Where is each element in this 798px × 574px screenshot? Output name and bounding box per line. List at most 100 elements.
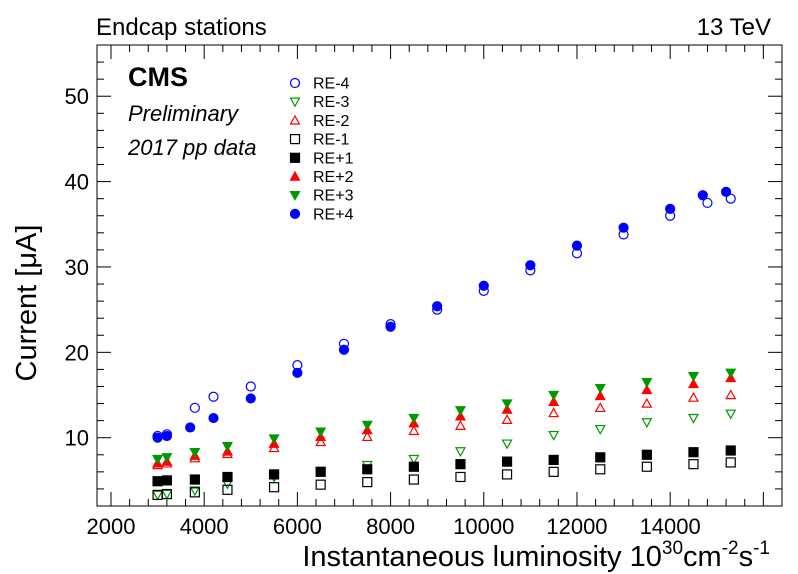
legend-marker xyxy=(289,97,301,108)
x-axis-label-sup2: -2 xyxy=(722,538,739,559)
data-point xyxy=(361,431,373,442)
data-point xyxy=(725,389,737,400)
data-point xyxy=(725,457,736,468)
x-axis-label-sup3: -1 xyxy=(753,538,770,559)
series-RE-1 xyxy=(152,457,736,501)
data-point xyxy=(725,445,736,456)
data-point xyxy=(315,466,326,477)
data-point xyxy=(501,439,513,450)
data-point xyxy=(189,487,200,498)
x-tick-label: 6000 xyxy=(273,514,322,539)
legend-marker xyxy=(289,77,301,89)
data-point xyxy=(408,425,420,436)
data-point xyxy=(525,260,536,271)
x-tick-label: 14000 xyxy=(640,514,701,539)
data-point xyxy=(245,381,256,392)
data-point xyxy=(189,448,201,458)
data-point xyxy=(641,449,652,460)
legend-label: RE+3 xyxy=(313,188,354,205)
legend-label: RE+1 xyxy=(313,150,354,167)
legend-label: RE+4 xyxy=(313,206,354,223)
data-point xyxy=(595,464,606,475)
legend-label: RE+2 xyxy=(313,169,354,186)
data-point xyxy=(361,420,373,431)
data-point xyxy=(268,482,280,493)
data-point xyxy=(152,476,163,487)
data-point xyxy=(725,193,736,204)
data-point xyxy=(208,412,219,424)
legend-marker xyxy=(289,191,301,201)
ticks-group: 2000 4000 6000 8000 10000 12000 14000 10 20 30 40 5… xyxy=(65,44,783,539)
data-point xyxy=(594,390,606,401)
data-point xyxy=(571,240,583,251)
data-point xyxy=(501,399,513,410)
y-tick-label: 50 xyxy=(65,84,89,109)
data-point xyxy=(189,486,201,497)
data-point xyxy=(315,427,327,438)
data-point xyxy=(315,436,327,447)
data-point xyxy=(687,413,699,424)
data-point xyxy=(362,476,373,488)
data-point xyxy=(268,469,280,480)
series-RE-4 xyxy=(152,193,736,442)
x-tick-label: 2000 xyxy=(87,514,136,539)
y-tick-label: 30 xyxy=(65,255,89,280)
data-point xyxy=(408,474,419,485)
data-point xyxy=(208,391,219,402)
legend-marker xyxy=(289,170,301,181)
legend-marker xyxy=(289,134,301,145)
data-point xyxy=(221,442,233,452)
legend: RE-4RE-3 RE-2 RE-1RE+1 RE+2 RE+3RE+4 xyxy=(289,76,354,223)
data-point xyxy=(641,397,653,408)
data-point xyxy=(687,391,699,402)
data-point xyxy=(697,190,708,201)
data-point xyxy=(152,454,164,465)
legend-marker xyxy=(289,152,301,163)
data-point xyxy=(222,484,233,495)
data-point xyxy=(725,368,737,379)
data-point xyxy=(152,490,164,501)
x-axis-label-main: Instantaneous luminosity 10 xyxy=(302,541,662,573)
dataset-label: 2017 pp data xyxy=(127,135,256,160)
cms-label: CMS xyxy=(128,62,188,92)
header-left-label: Endcap stations xyxy=(96,14,267,41)
data-point xyxy=(641,378,653,388)
x-tick-label: 10000 xyxy=(453,514,514,539)
x-tick-label: 4000 xyxy=(180,514,229,539)
series-RE+3 xyxy=(152,368,737,465)
data-point xyxy=(189,402,200,413)
data-points-group xyxy=(152,186,737,501)
data-point xyxy=(315,479,326,490)
series-RE+1 xyxy=(152,445,736,487)
data-point xyxy=(702,197,713,209)
data-point xyxy=(408,454,420,465)
data-point xyxy=(501,456,513,467)
data-point xyxy=(185,422,196,433)
data-point xyxy=(454,406,466,417)
data-point xyxy=(548,396,560,407)
data-point xyxy=(161,475,172,486)
series-RE+4 xyxy=(152,186,732,443)
data-point xyxy=(618,222,629,233)
data-point xyxy=(222,471,233,483)
data-point xyxy=(161,489,173,500)
legend-label: RE-2 xyxy=(313,113,350,130)
x-axis-label-sup1: 30 xyxy=(662,538,683,559)
data-point xyxy=(161,488,172,500)
data-point xyxy=(641,384,653,395)
y-tick-label: 40 xyxy=(65,170,89,195)
data-point xyxy=(455,471,466,483)
data-point xyxy=(594,402,606,413)
data-point xyxy=(594,424,606,435)
data-point xyxy=(688,459,699,470)
series-RE-2 xyxy=(152,389,737,470)
data-point xyxy=(454,420,466,430)
legend-label: RE-3 xyxy=(313,94,350,111)
x-tick-label: 8000 xyxy=(366,514,415,539)
data-point xyxy=(245,393,256,404)
data-point xyxy=(292,367,303,378)
legend-label: RE-1 xyxy=(313,132,350,149)
data-point xyxy=(161,430,172,442)
x-axis-label: Instantaneous luminosity 1030cm-2s-1 xyxy=(302,538,770,573)
